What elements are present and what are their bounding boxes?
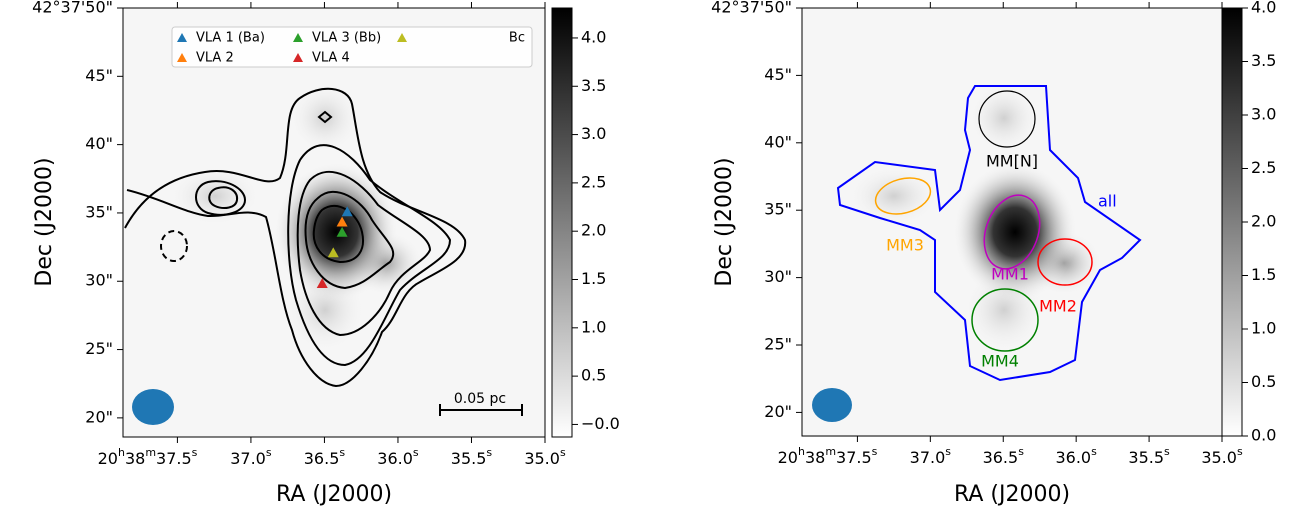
annotation: MM3 bbox=[886, 236, 924, 255]
y-tick-label: 30" bbox=[85, 271, 113, 290]
colorbar-tick-label: 2.5 bbox=[581, 172, 606, 191]
x-tick-label: 36.5s bbox=[983, 445, 1025, 467]
y-tick-label: 40" bbox=[85, 134, 113, 153]
annotation: MM1 bbox=[991, 265, 1029, 284]
legend-label: VLA 3 (Bb) bbox=[312, 31, 381, 46]
x-tick-label: 20h38m37.5s bbox=[778, 445, 878, 467]
colorbar-tick-label: 1.0 bbox=[581, 317, 606, 336]
y-tick-label: 42°37'50" bbox=[32, 0, 113, 17]
legend-label: Bc bbox=[509, 31, 525, 46]
colorbar-tick-label: 3.0 bbox=[581, 124, 606, 143]
beam bbox=[812, 388, 852, 422]
colorbar-tick-label: 3.5 bbox=[1251, 51, 1276, 70]
x-tick-label: 36.5s bbox=[304, 446, 346, 468]
colorbar-tick-label: 4.0 bbox=[1251, 0, 1276, 17]
beam bbox=[132, 389, 174, 425]
y-tick-label: 35" bbox=[85, 202, 113, 221]
x-tick-label: 36.0s bbox=[1055, 445, 1097, 467]
colorbar-tick-label: 1.5 bbox=[581, 269, 606, 288]
colorbar-tick-label: 1.0 bbox=[1251, 319, 1276, 338]
x-tick-label: 35.5s bbox=[1128, 445, 1170, 467]
colorbar-tick-label: 1.5 bbox=[1251, 265, 1276, 284]
annotation: MM[N] bbox=[986, 152, 1038, 171]
colorbar bbox=[552, 8, 572, 437]
y-axis-label: Dec (J2000) bbox=[712, 157, 737, 286]
colorbar-tick-label: 0.5 bbox=[581, 366, 606, 385]
annotation: MM2 bbox=[1039, 297, 1077, 316]
colorbar-tick-label: 2.0 bbox=[581, 221, 606, 240]
colorbar-tick-label: 0.5 bbox=[1251, 372, 1276, 391]
x-tick-label: 20h38m37.5s bbox=[98, 446, 198, 468]
legend-label: VLA 1 (Ba) bbox=[196, 31, 265, 46]
figure: 20h38m37.5s 37.0s 36.5s 36.0s 35.5s 35.0s 20" 2… bbox=[0, 0, 1310, 512]
colorbar-tick-label: 3.0 bbox=[1251, 105, 1276, 124]
x-axis-label: RA (J2000) bbox=[276, 482, 392, 507]
y-tick-label: 45" bbox=[764, 65, 792, 84]
y-tick-label: 20" bbox=[764, 402, 792, 421]
y-tick-label: 35" bbox=[764, 200, 792, 219]
annotation: all bbox=[1098, 192, 1117, 211]
colorbar-tick-label: 4.0 bbox=[581, 27, 606, 46]
colorbar-tick-label: 2.5 bbox=[1251, 158, 1276, 177]
y-tick-label: 42°37'50" bbox=[711, 0, 792, 17]
image-panel-1 bbox=[123, 8, 545, 437]
legend-label: VLA 4 bbox=[312, 51, 350, 66]
annotation: MM4 bbox=[981, 352, 1019, 371]
colorbar-tick-label: −0.0 bbox=[581, 414, 620, 433]
colorbar-tick-label: 2.0 bbox=[1251, 212, 1276, 231]
y-tick-label: 25" bbox=[85, 339, 113, 358]
legend-label: VLA 2 bbox=[196, 51, 234, 66]
y-tick-label: 45" bbox=[85, 66, 113, 85]
y-tick-label: 40" bbox=[764, 132, 792, 151]
y-tick-label: 20" bbox=[85, 407, 113, 426]
image-panel-2 bbox=[802, 8, 1224, 437]
y-tick-label: 30" bbox=[764, 267, 792, 286]
x-tick-label: 37.0s bbox=[230, 446, 272, 468]
y-tick-label: 25" bbox=[764, 335, 792, 354]
x-axis-label: RA (J2000) bbox=[954, 482, 1070, 507]
colorbar-tick-label: 0.0 bbox=[1251, 426, 1276, 445]
colorbar-tick-label: 3.5 bbox=[581, 76, 606, 95]
x-tick-label: 36.0s bbox=[377, 446, 419, 468]
x-tick-label: 37.0s bbox=[910, 445, 952, 467]
x-tick-label: 35.5s bbox=[451, 446, 493, 468]
colorbar bbox=[1222, 8, 1242, 436]
x-tick-label: 35.0s bbox=[1201, 445, 1243, 467]
annotation: 0.05 pc bbox=[454, 391, 506, 407]
x-tick-label: 35.0s bbox=[524, 446, 566, 468]
y-axis-label: Dec (J2000) bbox=[32, 157, 57, 286]
